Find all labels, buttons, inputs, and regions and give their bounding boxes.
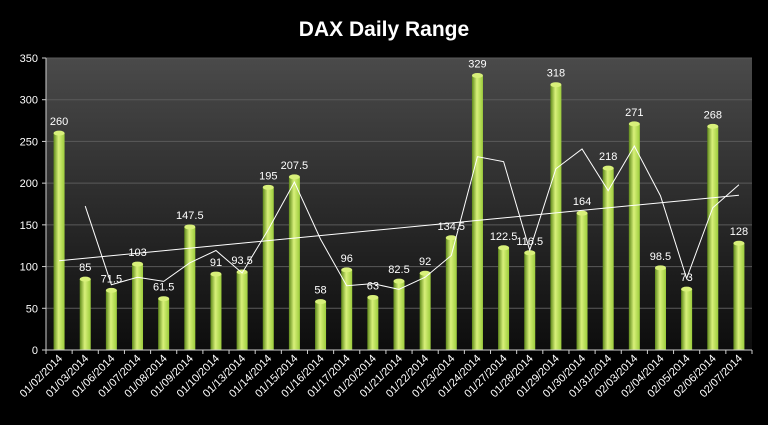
data-label: 98.5	[650, 251, 671, 263]
bar-cap	[602, 165, 614, 171]
data-label: 92	[419, 256, 431, 268]
bar-cap	[524, 250, 536, 256]
data-label: 63	[367, 280, 379, 292]
bar	[236, 271, 248, 350]
bar	[602, 168, 614, 350]
bar	[707, 126, 719, 350]
y-tick-label: 350	[20, 53, 38, 65]
bar-cap	[445, 235, 457, 241]
y-tick-label: 200	[20, 178, 38, 190]
data-label: 164	[573, 196, 591, 208]
bar	[210, 274, 222, 350]
y-tick-label: 0	[32, 345, 38, 357]
bar	[654, 267, 666, 350]
bar-cap	[53, 130, 65, 136]
y-tick-label: 250	[20, 136, 38, 148]
bar-cap	[471, 73, 483, 79]
data-label: 128	[730, 226, 748, 238]
bar	[393, 281, 405, 350]
bar	[79, 279, 91, 350]
data-label: 147.5	[176, 210, 204, 222]
overlay-lines	[59, 144, 740, 290]
bar-series	[53, 73, 745, 351]
bar	[132, 264, 144, 350]
bar	[498, 247, 510, 350]
bar-cap	[576, 210, 588, 216]
data-label: 134.5	[438, 221, 466, 233]
data-label: 318	[547, 68, 565, 80]
bar	[733, 243, 745, 350]
data-label: 218	[599, 151, 617, 163]
data-labels: 260 85 71.5 103 61.5 147.5 91 93.5 195 207.5 58 96 6…	[50, 59, 748, 297]
bar	[628, 123, 640, 350]
bar	[53, 133, 65, 350]
data-label: 71.5	[101, 273, 122, 285]
bar	[262, 187, 274, 350]
bar	[158, 298, 170, 350]
data-label: 96	[341, 253, 353, 265]
data-label: 93.5	[231, 255, 252, 267]
bar	[576, 213, 588, 350]
bar	[445, 237, 457, 350]
data-label: 91	[210, 257, 222, 269]
bar-cap	[288, 174, 300, 180]
bar	[419, 273, 431, 350]
bar-cap	[341, 267, 353, 273]
y-tick-label: 50	[26, 303, 38, 315]
bar-cap	[681, 286, 693, 292]
bar-cap	[654, 265, 666, 271]
data-label: 260	[50, 116, 68, 128]
data-label: 195	[259, 170, 277, 182]
bar-cap	[105, 287, 117, 293]
data-label: 122.5	[490, 231, 518, 243]
data-label: 82.5	[388, 264, 409, 276]
data-label: 73	[681, 272, 693, 284]
data-label: 61.5	[153, 282, 174, 294]
data-label: 116.5	[516, 236, 543, 248]
data-label: 329	[468, 59, 486, 71]
bar	[288, 176, 300, 350]
bar-cap	[628, 121, 640, 127]
bar-cap	[315, 299, 327, 305]
data-label: 207.5	[281, 160, 309, 172]
chart-title: DAX Daily Range	[299, 18, 469, 41]
bar	[341, 269, 353, 350]
y-tick-label: 150	[20, 220, 38, 232]
data-label: 58	[314, 285, 326, 297]
bar	[367, 297, 379, 350]
bar-cap	[367, 294, 379, 300]
bar-cap	[550, 82, 562, 88]
data-label: 268	[704, 109, 722, 121]
data-label: 271	[625, 107, 643, 119]
bar-cap	[158, 296, 170, 302]
bar	[524, 252, 536, 350]
bar-cap	[733, 240, 745, 246]
bar-cap	[393, 278, 405, 284]
data-label: 85	[79, 262, 91, 274]
y-tick-label: 300	[20, 95, 38, 107]
bar-cap	[498, 245, 510, 251]
bar	[105, 290, 117, 350]
bar-cap	[707, 123, 719, 129]
data-label: 103	[128, 247, 146, 259]
y-tick-label: 100	[20, 262, 38, 274]
bar	[550, 84, 562, 350]
bar-cap	[79, 276, 91, 282]
bar	[315, 301, 327, 350]
bar	[184, 226, 196, 350]
bar-cap	[132, 261, 144, 267]
trendline	[59, 194, 739, 262]
bar	[471, 75, 483, 351]
moving-average-line	[84, 144, 740, 290]
y-axis: 0 50 100 150 200 250 300 350	[20, 53, 47, 357]
bar-cap	[262, 184, 274, 190]
bar-cap	[210, 271, 222, 277]
bar-cap	[184, 224, 196, 230]
bar-cap	[419, 270, 431, 276]
bar	[681, 289, 693, 350]
